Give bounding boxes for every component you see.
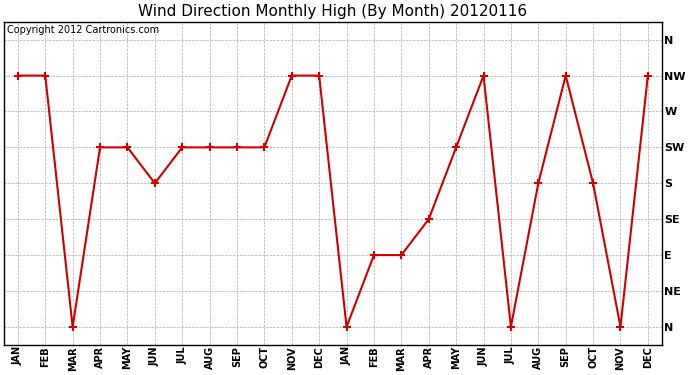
Title: Wind Direction Monthly High (By Month) 20120116: Wind Direction Monthly High (By Month) 2… [138, 4, 527, 19]
Text: Copyright 2012 Cartronics.com: Copyright 2012 Cartronics.com [8, 25, 159, 35]
